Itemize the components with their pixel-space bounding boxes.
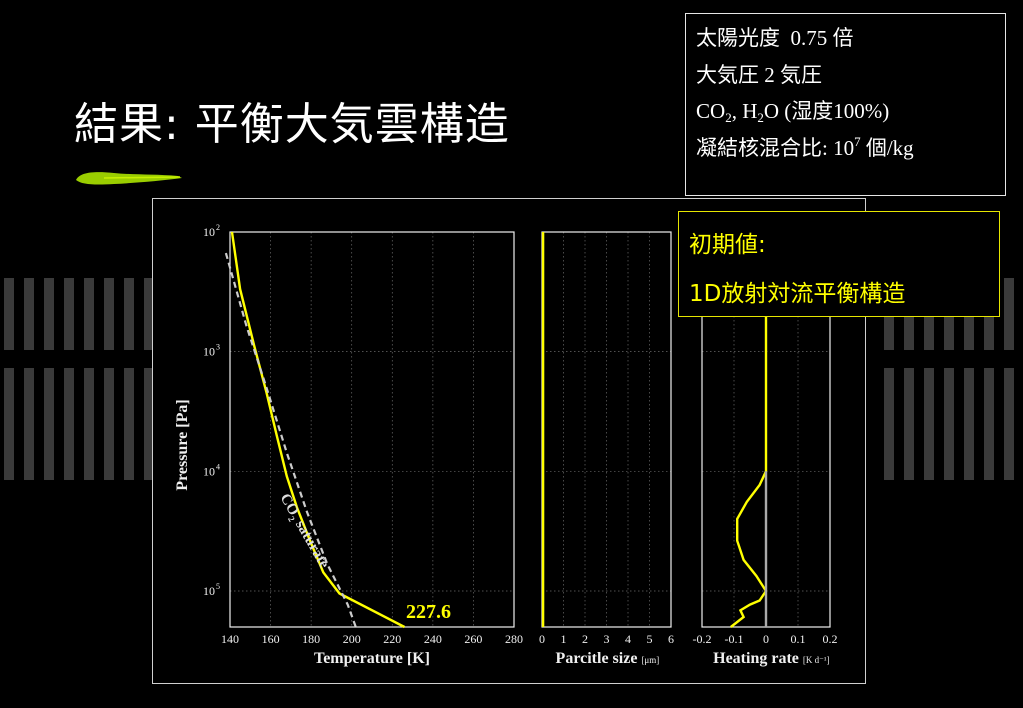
y-tick-label: 10 [203, 464, 215, 478]
stripe-upper [1004, 278, 1014, 350]
stripe-upper [124, 278, 134, 350]
series-line-0 [230, 231, 406, 629]
x-axis-unit: [K d⁻¹] [803, 655, 830, 665]
ccn-unit: 個/kg [860, 135, 914, 160]
stripe-lower [84, 368, 94, 480]
co-text: CO [696, 99, 726, 123]
stripe-upper [64, 278, 74, 350]
plot-area [229, 231, 515, 628]
co2-saturate-curve [224, 252, 357, 628]
stripe-lower [144, 368, 154, 480]
ccn-exponent: 7 [854, 133, 861, 149]
ccn-line: 凝結核混合比: 107 個/kg [696, 130, 1005, 167]
stripe-lower [44, 368, 54, 480]
x-tick-label: 220 [383, 632, 401, 646]
x-tick-label: 0.2 [823, 632, 838, 646]
x-axis-label: Heating rate [713, 650, 799, 667]
pressure-value: 2 気圧 [764, 62, 822, 87]
solar-luminosity-line: 太陽光度 0.75 倍 [696, 20, 1005, 57]
solar-luminosity-label: 太陽光度 [696, 26, 780, 50]
x-tick-label: 200 [343, 632, 361, 646]
h-sub: 2 [757, 110, 764, 125]
x-axis-label: Parcitle size [556, 650, 638, 667]
stripe-lower [984, 368, 994, 480]
solar-luminosity-value: 0.75 倍 [790, 26, 854, 50]
stripe-lower [924, 368, 934, 480]
stripe-lower [104, 368, 114, 480]
ccn-label: 凝結核混合比: 10 [696, 135, 855, 160]
surface-temperature-label: 227.6 [406, 601, 451, 623]
x-tick-label: 5 [647, 632, 653, 646]
initial-value: 1D放射対流平衡構造 [689, 281, 906, 307]
x-tick-label: 260 [464, 632, 482, 646]
y-tick-label: 10 [203, 225, 215, 239]
x-tick-label: 160 [262, 632, 280, 646]
stripe-lower [944, 368, 954, 480]
x-tick-label: 280 [505, 632, 523, 646]
y-tick-exponent: 5 [216, 582, 220, 591]
x-tick-label: 4 [625, 632, 631, 646]
stripe-upper [44, 278, 54, 350]
y-tick-label: 10 [203, 584, 215, 598]
x-tick-label: 3 [604, 632, 610, 646]
brush-stroke-accent [76, 172, 182, 185]
y-axis-label: Pressure [Pa] [174, 399, 191, 490]
h-text: , H [731, 99, 758, 123]
chart-panel-1: 140 160 180 200 220 240 260 280 Temperature [K] 1… [174, 223, 523, 667]
stripe-upper [144, 278, 154, 350]
stripe-lower [904, 368, 914, 480]
co-sub: 2 [725, 110, 732, 125]
x-tick-label: 0.1 [791, 632, 806, 646]
x-tick-label: 140 [221, 632, 239, 646]
x-tick-label: 180 [302, 632, 320, 646]
stripe-upper [24, 278, 34, 350]
x-tick-label: 2 [582, 632, 588, 646]
conditions-box: 太陽光度 0.75 倍 大気圧 2 気圧 CO2, H2O (湿度100%) 凝… [685, 13, 1006, 196]
y-tick-exponent: 4 [216, 462, 220, 471]
x-tick-label: -0.2 [693, 632, 712, 646]
slide-title: 結果: 平衡大気雲構造 [74, 99, 510, 150]
x-tick-label: 0 [539, 632, 545, 646]
y-tick-label: 10 [203, 345, 215, 359]
stripe-lower [24, 368, 34, 480]
y-tick-exponent: 2 [216, 223, 220, 232]
initial-condition-box: 初期値: 1D放射対流平衡構造 [678, 211, 1000, 317]
x-tick-label: 1 [561, 632, 567, 646]
y-tick-exponent: 3 [216, 343, 220, 352]
composition-line: CO2, H2O (湿度100%) [696, 93, 1005, 130]
x-tick-label: 0 [763, 632, 769, 646]
stripe-lower [124, 368, 134, 480]
stripe-lower [4, 368, 14, 480]
stripe-lower [1004, 368, 1014, 480]
stripe-upper [4, 278, 14, 350]
stripe-lower [964, 368, 974, 480]
x-axis-unit: [μm] [641, 655, 659, 665]
humidity-text: O (湿度100%) [763, 99, 890, 123]
x-tick-label: 6 [668, 632, 674, 646]
initial-label: 初期値: [689, 232, 766, 258]
stripe-upper [104, 278, 114, 350]
pressure-line: 大気圧 2 気圧 [696, 57, 1005, 94]
x-tick-label: 240 [424, 632, 442, 646]
x-axis-label: Temperature [K] [314, 650, 430, 667]
x-tick-label: -0.1 [725, 632, 744, 646]
stripe-lower [64, 368, 74, 480]
chart-panel-2: 0 1 2 3 4 5 6 Parcitle size [μm] [539, 231, 674, 667]
stripe-lower [884, 368, 894, 480]
stripe-upper [84, 278, 94, 350]
pressure-label: 大気圧 [696, 62, 759, 87]
series-line-0 [730, 232, 768, 628]
